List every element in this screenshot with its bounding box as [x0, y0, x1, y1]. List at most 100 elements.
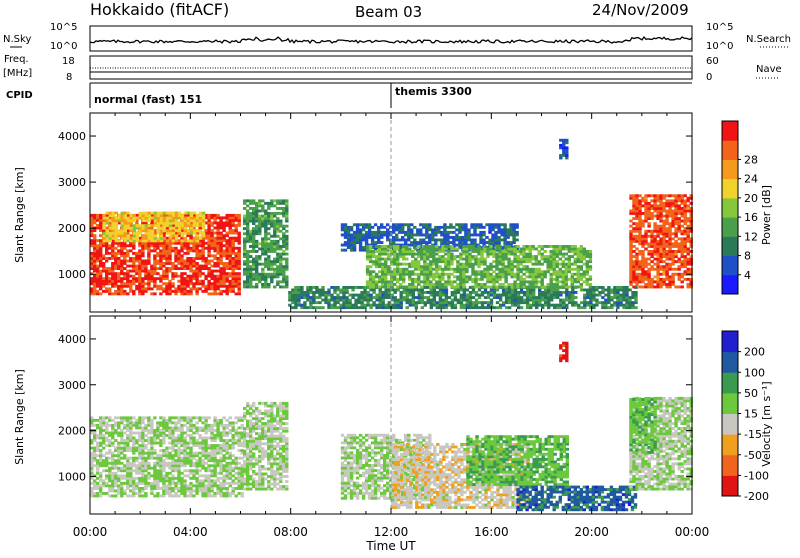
- data-cell: [469, 294, 472, 297]
- data-cell: [153, 265, 156, 268]
- data-cell: [270, 199, 273, 202]
- data-cell: [121, 232, 124, 235]
- data-cell: [235, 282, 238, 285]
- data-cell: [246, 204, 249, 207]
- data-cell: [586, 253, 589, 256]
- data-cell: [423, 255, 426, 258]
- data-cell: [668, 275, 671, 278]
- data-cell: [443, 231, 446, 234]
- data-cell: [380, 231, 383, 234]
- data-cell: [455, 239, 458, 242]
- data-cell: [327, 304, 330, 307]
- data-cell: [565, 275, 568, 278]
- data-cell: [142, 237, 145, 240]
- data-cell: [96, 447, 99, 450]
- data-cell: [264, 286, 267, 289]
- data-cell: [435, 245, 438, 248]
- data-cell: [438, 255, 441, 258]
- data-cell: [565, 294, 568, 297]
- data-cell: [196, 229, 199, 232]
- data-cell: [401, 228, 404, 231]
- data-cell: [96, 434, 99, 437]
- data-cell: [108, 267, 111, 270]
- data-cell: [130, 217, 133, 220]
- data-cell: [420, 286, 423, 289]
- data-cell: [129, 265, 132, 268]
- data-cell: [363, 304, 366, 307]
- data-cell: [619, 289, 622, 292]
- data-cell: [232, 285, 235, 288]
- data-cell: [629, 273, 632, 276]
- data-cell: [650, 199, 653, 202]
- data-cell: [402, 273, 405, 276]
- data-cell: [483, 273, 486, 276]
- data-cell: [574, 273, 577, 276]
- data-cell: [384, 258, 387, 261]
- data-cell: [452, 231, 455, 234]
- data-cell: [647, 202, 650, 205]
- data-cell: [632, 263, 635, 266]
- data-cell: [166, 217, 169, 220]
- data-cell: [350, 239, 353, 242]
- data-cell: [276, 240, 279, 243]
- data-cell: [150, 267, 153, 270]
- data-cell: [681, 250, 684, 253]
- data-cell: [414, 280, 417, 283]
- data-cell: [535, 273, 538, 276]
- data-cell: [507, 273, 510, 276]
- data-cell: [511, 291, 514, 294]
- data-cell: [144, 247, 147, 250]
- data-cell: [426, 245, 429, 248]
- data-cell: [409, 304, 412, 307]
- data-cell: [105, 482, 108, 485]
- data-cell: [423, 258, 426, 261]
- data-cell: [491, 223, 494, 226]
- data-cell: [96, 454, 99, 457]
- data-cell: [93, 424, 96, 427]
- data-cell: [662, 197, 665, 200]
- colorbar-segment: [722, 275, 738, 295]
- data-cell: [459, 275, 462, 278]
- data-cell: [445, 304, 448, 307]
- data-cell: [102, 254, 105, 257]
- data-cell: [442, 301, 445, 304]
- data-cell: [362, 249, 365, 252]
- data-cell: [662, 235, 665, 238]
- data-cell: [279, 258, 282, 261]
- data-cell: [258, 222, 261, 225]
- data-cell: [454, 306, 457, 309]
- data-cell: [264, 225, 267, 228]
- data-cell: [121, 237, 124, 240]
- data-cell: [184, 237, 187, 240]
- data-cell: [145, 237, 148, 240]
- data-cell: [641, 250, 644, 253]
- data-cell: [574, 258, 577, 261]
- data-cell: [442, 289, 445, 292]
- data-cell: [504, 280, 507, 283]
- data-cell: [180, 267, 183, 270]
- data-cell: [396, 278, 399, 281]
- data-cell: [186, 262, 189, 265]
- data-cell: [181, 219, 184, 222]
- data-cell: [498, 273, 501, 276]
- data-cell: [109, 224, 112, 227]
- data-cell: [488, 226, 491, 229]
- cpid-label: CPID: [6, 90, 33, 101]
- data-cell: [387, 273, 390, 276]
- data-cell: [665, 278, 668, 281]
- data-cell: [362, 234, 365, 237]
- data-cell: [641, 240, 644, 243]
- data-cell: [392, 223, 395, 226]
- data-cell: [378, 250, 381, 253]
- data-cell: [383, 226, 386, 229]
- data-cell: [483, 275, 486, 278]
- data-cell: [468, 253, 471, 256]
- data-cell: [601, 306, 604, 309]
- data-cell: [678, 237, 681, 240]
- data-cell: [186, 282, 189, 285]
- data-cell: [522, 283, 525, 286]
- data-cell: [656, 255, 659, 258]
- data-cell: [508, 294, 511, 297]
- data-cell: [342, 289, 345, 292]
